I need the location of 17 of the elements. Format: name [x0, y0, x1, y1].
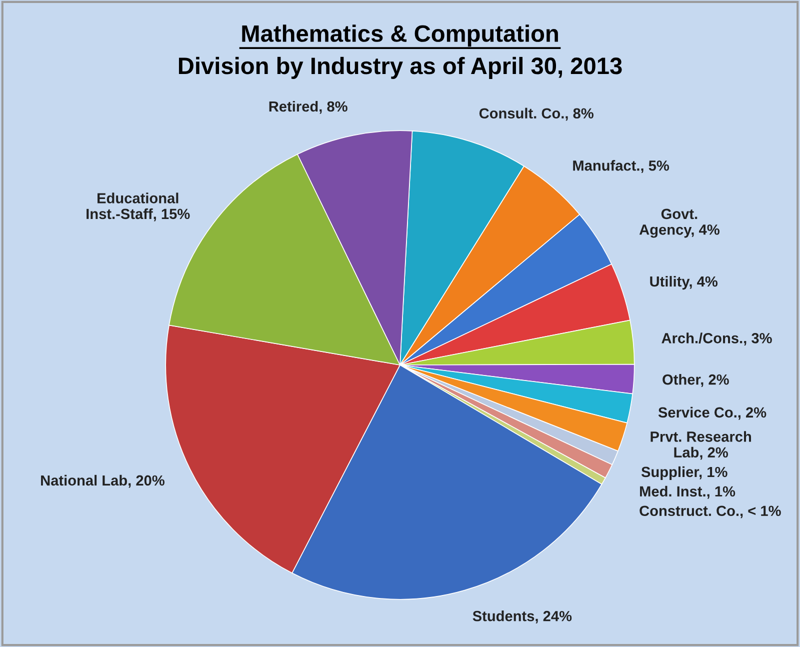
slice-label: Prvt. Research Lab, 2% [650, 431, 751, 460]
slice-label: Utility, 4% [650, 276, 718, 290]
slice-label: Service Co., 2% [658, 406, 766, 420]
slice-label: Construct. Co., < 1% [640, 506, 781, 518]
slice-label: Consult. Co., 8% [479, 108, 594, 121]
slice-label: Med. Inst., 1% [640, 486, 736, 499]
slice-label: Retired, 8% [269, 100, 348, 114]
slice-label: Govt. Agency, 4% [639, 208, 720, 238]
slice-label: Manufact., 5% [573, 160, 670, 173]
chart-subtitle: Division by Industry as of April 30, 2013 [178, 56, 622, 79]
slice-label: National Lab, 20% [41, 474, 164, 488]
slice-label: Arch./Cons., 3% [662, 332, 772, 346]
slice-label: Students, 24% [472, 610, 572, 624]
slice-label: Other, 2% [662, 374, 729, 387]
slice-label: Supplier, 1% [641, 466, 728, 480]
slice-label: Educational Inst.-Staff, 15% [86, 192, 190, 222]
chart-title: Mathematics & Computation [242, 24, 558, 47]
